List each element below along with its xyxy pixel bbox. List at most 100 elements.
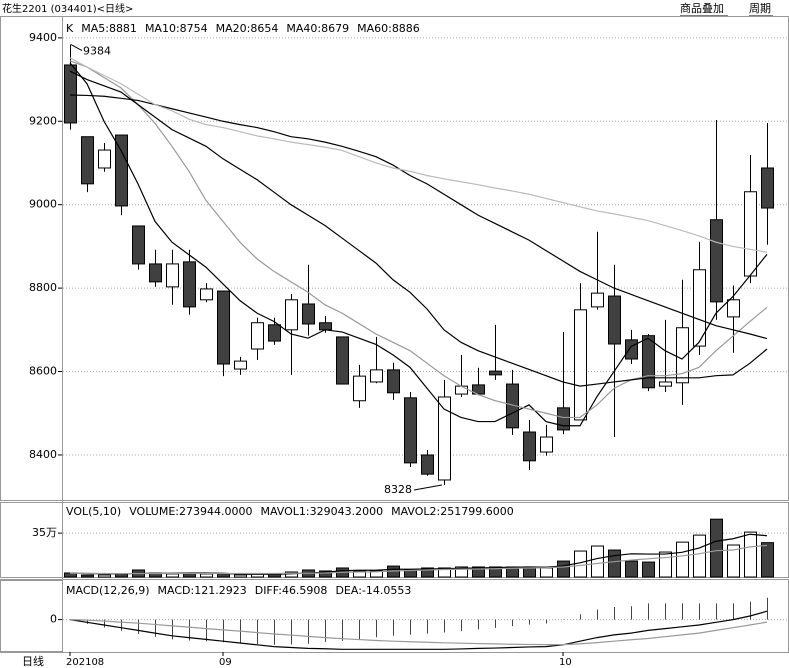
volume-bar xyxy=(744,531,757,578)
legend-entry: MA20:8654 xyxy=(216,22,279,35)
volume-bar xyxy=(183,573,196,578)
candle-body xyxy=(642,335,655,389)
candle-body xyxy=(727,299,740,318)
legend-entry: MA40:8679 xyxy=(286,22,349,35)
candle-body xyxy=(251,322,264,350)
candle-body xyxy=(710,219,723,303)
legend-entry: MA10:8754 xyxy=(145,22,208,35)
indicator-line xyxy=(69,60,768,419)
y-tick-label: 8600 xyxy=(29,365,57,378)
candle-body xyxy=(574,309,587,421)
candle-body xyxy=(98,149,111,169)
volume-bar xyxy=(353,570,366,578)
volume-bar xyxy=(438,567,451,578)
volume-bar xyxy=(98,574,111,578)
panel-label: VOL(5,10) xyxy=(66,505,121,518)
volume-bar xyxy=(693,534,706,578)
volume-bar xyxy=(489,566,502,578)
candle-body xyxy=(625,339,638,360)
overlay-button[interactable]: 商品叠加 xyxy=(680,1,724,15)
period-label: 日线 xyxy=(22,654,44,668)
candle-body xyxy=(404,397,417,464)
candle-body xyxy=(523,431,536,462)
candle-body xyxy=(115,134,128,207)
candle-body xyxy=(353,375,366,402)
legend-entry: DIFF:46.5908 xyxy=(255,584,328,597)
legend-entry: MA60:8886 xyxy=(357,22,420,35)
y-tick-label: 35万 xyxy=(32,526,57,539)
candle-body xyxy=(676,327,689,384)
volume-bar xyxy=(676,541,689,578)
candle-body xyxy=(217,290,230,365)
volume-bar xyxy=(761,542,774,578)
legend-entry: VOLUME:273944.0000 xyxy=(129,505,252,518)
max-pointer xyxy=(70,44,83,51)
max-label: 9384 xyxy=(83,45,111,58)
legend-entry: MAVOL2:251799.6000 xyxy=(391,505,514,518)
indicator-line xyxy=(69,544,768,575)
candle-body xyxy=(64,64,77,124)
indicator-line xyxy=(69,619,768,646)
volume-bar xyxy=(81,574,94,578)
candle-body xyxy=(200,288,213,301)
candle-body xyxy=(370,369,383,383)
y-tick-label: 9200 xyxy=(29,114,57,127)
y-tick-label: 9000 xyxy=(29,198,57,211)
indicator-line xyxy=(69,62,768,427)
period-button[interactable]: 周期 xyxy=(749,2,771,15)
candle-body xyxy=(336,336,349,385)
volume-bar xyxy=(234,574,247,578)
candle-body xyxy=(421,454,434,475)
candle-body xyxy=(319,322,332,331)
candle-body xyxy=(693,269,706,347)
candle-body xyxy=(285,299,298,331)
min-label: 8328 xyxy=(384,483,412,496)
candle-body xyxy=(489,370,502,376)
min-pointer xyxy=(413,484,443,491)
legend-entry: MA5:8881 xyxy=(81,22,137,35)
volume-bar xyxy=(625,560,638,578)
candle-body xyxy=(234,360,247,370)
candle-body xyxy=(183,261,196,308)
candle-body xyxy=(438,396,451,481)
candle-body xyxy=(81,136,94,185)
candle-body xyxy=(302,303,315,325)
candle-body xyxy=(268,324,281,342)
legend-entry: MAVOL1:329043.2000 xyxy=(260,505,383,518)
volume-bar xyxy=(591,545,604,578)
volume-bar xyxy=(540,567,553,578)
candle-body xyxy=(540,436,553,453)
volume-bar xyxy=(642,561,655,578)
legend-entry: DEA:-14.0553 xyxy=(335,584,411,597)
volume-bar xyxy=(727,544,740,578)
candle-body xyxy=(591,292,604,308)
volume-bar xyxy=(557,560,570,578)
legend-entry: MACD:121.2923 xyxy=(158,584,247,597)
panel-label: MACD(12,26,9) xyxy=(66,584,150,597)
volume-bar xyxy=(608,549,621,578)
volume-bar xyxy=(200,573,213,578)
indicator-line xyxy=(69,610,768,650)
y-tick-label: 9400 xyxy=(29,31,57,44)
panel-label: K xyxy=(66,22,74,35)
volume-bar xyxy=(319,570,332,578)
y-tick-label: 8400 xyxy=(29,448,57,461)
y-tick-label: 8800 xyxy=(29,281,57,294)
candle-body xyxy=(387,369,400,394)
volume-bar xyxy=(217,573,230,578)
window-title: 花生2201 (034401)<日线> xyxy=(2,2,133,15)
candle-body xyxy=(557,407,570,431)
candle-body xyxy=(149,263,162,283)
candle-body xyxy=(166,263,179,288)
volume-bar xyxy=(710,518,723,578)
x-tick-label: 09 xyxy=(219,657,232,668)
volume-bar xyxy=(472,566,485,578)
indicator-line xyxy=(69,70,768,387)
candle-body xyxy=(132,225,145,265)
volume-bar xyxy=(166,573,179,578)
volume-bar xyxy=(421,567,434,578)
candle-body xyxy=(659,381,672,387)
indicator-line xyxy=(69,94,768,340)
